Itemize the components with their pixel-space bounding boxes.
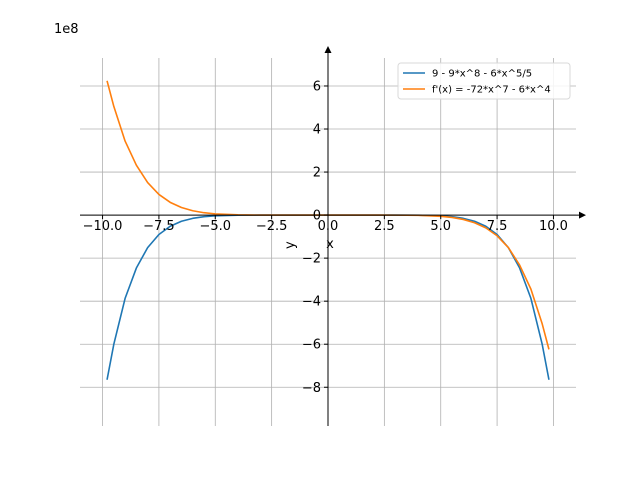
x-tick-label: 7.5	[487, 219, 508, 234]
y-offset-label: 1e8	[54, 22, 79, 37]
y-tick-label: 2	[313, 166, 321, 181]
x-tick-label: −5.0	[199, 219, 231, 234]
ticks: −10.0 −7.5 −5.0 −2.5 0.0 2.5 5.0 7.5 10.0 −8 −6 −4 −…	[83, 79, 568, 395]
y-tick-label: −8	[302, 381, 321, 396]
y-tick-label: 4	[313, 123, 321, 138]
x-tick-label: −7.5	[143, 219, 175, 234]
y-axis-label: y	[283, 241, 298, 249]
legend-label: 9 - 9*x^8 - 6*x^5/5	[432, 69, 532, 80]
x-tick-label: 5.0	[430, 219, 451, 234]
legend: 9 - 9*x^8 - 6*x^5/5 f'(x) = -72*x^7 - 6*x…	[397, 62, 571, 100]
legend-box	[397, 62, 571, 100]
x-tick-label: −2.5	[256, 219, 288, 234]
x-tick-label: 0.0	[318, 219, 339, 234]
y-tick-label: −6	[302, 338, 321, 353]
axes	[80, 46, 586, 426]
y-tick-label: 6	[313, 79, 321, 94]
y-tick-label: −2	[302, 252, 321, 267]
x-tick-label: −10.0	[83, 219, 123, 234]
x-axis-label: x	[326, 237, 334, 252]
legend-label: f'(x) = -72*x^7 - 6*x^4	[432, 85, 551, 96]
x-tick-label: 2.5	[374, 219, 395, 234]
x-tick-label: 10.0	[539, 219, 568, 234]
x-axis-arrow-icon	[579, 211, 586, 219]
y-tick-label: 0	[313, 209, 321, 224]
y-tick-label: −4	[302, 295, 321, 310]
y-axis-arrow-icon	[324, 46, 332, 53]
